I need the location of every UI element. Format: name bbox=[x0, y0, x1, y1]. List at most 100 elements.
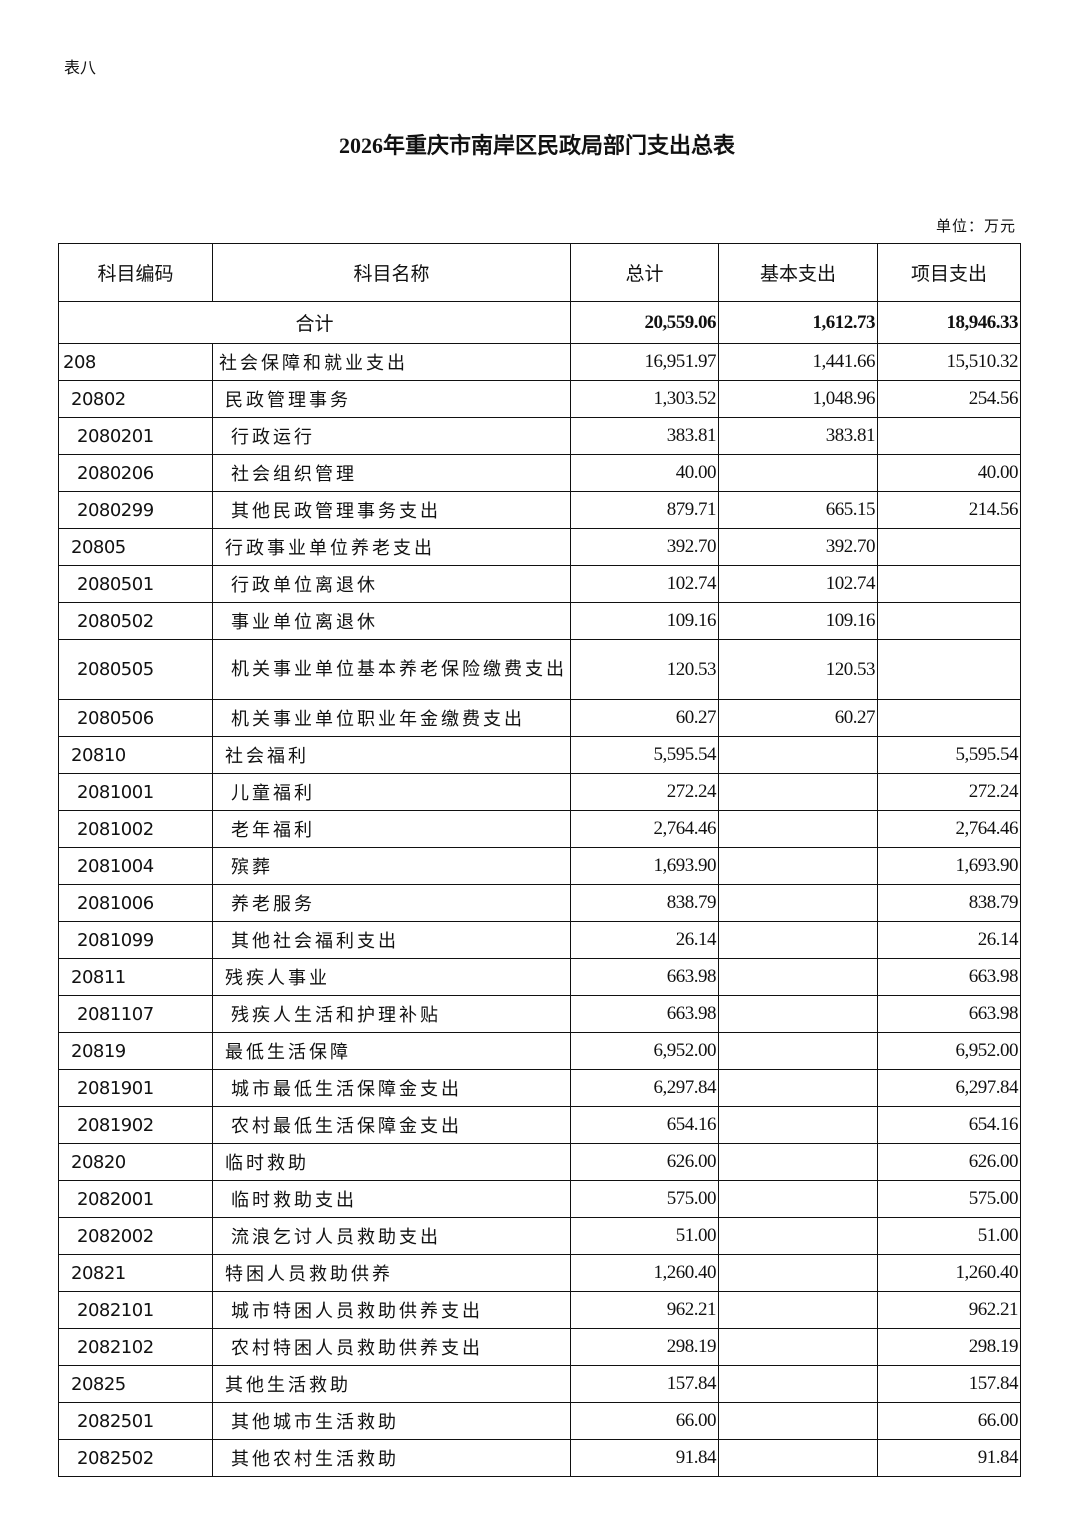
table-row: 2082501 其他城市生活救助 66.00 66.00 bbox=[58, 1402, 1021, 1440]
table-row: 2081001 儿童福利 272.24 272.24 bbox=[58, 773, 1021, 811]
row-total: 51.00 bbox=[570, 1217, 719, 1255]
unit-label: 单位：万元 bbox=[935, 219, 1016, 235]
table-row: 2082002 流浪乞讨人员救助支出 51.00 51.00 bbox=[58, 1217, 1021, 1255]
row-name: 残疾人生活和护理补贴 bbox=[212, 995, 571, 1033]
row-name: 农村特困人员救助供养支出 bbox=[212, 1328, 571, 1366]
row-total: 879.71 bbox=[570, 491, 719, 529]
row-code: 2080206 bbox=[58, 454, 213, 492]
table-row: 2080505 机关事业单位基本养老保险缴费支出 120.53 120.53 bbox=[58, 639, 1021, 700]
row-basic bbox=[718, 773, 878, 811]
row-project bbox=[877, 565, 1021, 603]
row-total: 663.98 bbox=[570, 995, 719, 1033]
row-total: 1,303.52 bbox=[570, 380, 719, 418]
row-total: 109.16 bbox=[570, 602, 719, 640]
row-name: 其他生活救助 bbox=[212, 1365, 571, 1403]
row-basic bbox=[718, 810, 878, 848]
row-name: 城市最低生活保障金支出 bbox=[212, 1069, 571, 1107]
table-row: 20811 残疾人事业 663.98 663.98 bbox=[58, 958, 1021, 996]
row-project: 272.24 bbox=[877, 773, 1021, 811]
row-project bbox=[877, 417, 1021, 455]
row-code: 2082102 bbox=[58, 1328, 213, 1366]
row-name: 行政运行 bbox=[212, 417, 571, 455]
row-basic: 102.74 bbox=[718, 565, 878, 603]
row-name: 其他民政管理事务支出 bbox=[212, 491, 571, 529]
row-basic bbox=[718, 1291, 878, 1329]
table-row: 2082502 其他农村生活救助 91.84 91.84 bbox=[58, 1439, 1021, 1477]
row-code: 2082502 bbox=[58, 1439, 213, 1477]
row-total: 16,951.97 bbox=[570, 343, 719, 381]
row-code: 2080299 bbox=[58, 491, 213, 529]
row-code: 20819 bbox=[58, 1032, 213, 1070]
row-code: 2080506 bbox=[58, 699, 213, 737]
table-row: 2080502 事业单位离退休 109.16 109.16 bbox=[58, 602, 1021, 640]
row-total: 6,297.84 bbox=[570, 1069, 719, 1107]
row-basic bbox=[718, 884, 878, 922]
row-name: 老年福利 bbox=[212, 810, 571, 848]
row-project: 66.00 bbox=[877, 1402, 1021, 1440]
row-project bbox=[877, 602, 1021, 640]
row-total: 626.00 bbox=[570, 1143, 719, 1181]
row-total: 838.79 bbox=[570, 884, 719, 922]
table-row: 20820 临时救助 626.00 626.00 bbox=[58, 1143, 1021, 1181]
row-project: 91.84 bbox=[877, 1439, 1021, 1477]
row-total: 392.70 bbox=[570, 528, 719, 566]
row-code: 20802 bbox=[58, 380, 213, 418]
table-row: 2080206 社会组织管理 40.00 40.00 bbox=[58, 454, 1021, 492]
row-name: 养老服务 bbox=[212, 884, 571, 922]
row-name: 特困人员救助供养 bbox=[212, 1254, 571, 1292]
table-row: 2081901 城市最低生活保障金支出 6,297.84 6,297.84 bbox=[58, 1069, 1021, 1107]
row-basic: 1,048.96 bbox=[718, 380, 878, 418]
row-code: 2082002 bbox=[58, 1217, 213, 1255]
row-total: 91.84 bbox=[570, 1439, 719, 1477]
table-row: 2081107 残疾人生活和护理补贴 663.98 663.98 bbox=[58, 995, 1021, 1033]
header-name: 科目名称 bbox=[212, 243, 571, 302]
row-code: 2082501 bbox=[58, 1402, 213, 1440]
row-code: 2080201 bbox=[58, 417, 213, 455]
row-basic bbox=[718, 1106, 878, 1144]
row-total: 2,764.46 bbox=[570, 810, 719, 848]
row-code: 2081001 bbox=[58, 773, 213, 811]
header-total: 总计 bbox=[570, 243, 719, 302]
row-basic bbox=[718, 1254, 878, 1292]
row-total: 1,260.40 bbox=[570, 1254, 719, 1292]
row-project bbox=[877, 699, 1021, 737]
row-project: 663.98 bbox=[877, 958, 1021, 996]
row-project: 5,595.54 bbox=[877, 736, 1021, 774]
row-basic bbox=[718, 1328, 878, 1366]
row-code: 2080505 bbox=[58, 639, 213, 700]
row-name: 最低生活保障 bbox=[212, 1032, 571, 1070]
row-name: 其他社会福利支出 bbox=[212, 921, 571, 959]
row-basic bbox=[718, 1402, 878, 1440]
row-project: 40.00 bbox=[877, 454, 1021, 492]
row-basic bbox=[718, 847, 878, 885]
row-total: 654.16 bbox=[570, 1106, 719, 1144]
row-basic bbox=[718, 958, 878, 996]
row-basic bbox=[718, 454, 878, 492]
row-total: 120.53 bbox=[570, 639, 719, 700]
row-basic bbox=[718, 921, 878, 959]
row-project: 2,764.46 bbox=[877, 810, 1021, 848]
row-code: 20805 bbox=[58, 528, 213, 566]
row-name: 事业单位离退休 bbox=[212, 602, 571, 640]
row-basic bbox=[718, 1180, 878, 1218]
row-name: 殡葬 bbox=[212, 847, 571, 885]
row-basic bbox=[718, 1439, 878, 1477]
row-total: 26.14 bbox=[570, 921, 719, 959]
row-project: 214.56 bbox=[877, 491, 1021, 529]
row-total: 298.19 bbox=[570, 1328, 719, 1366]
table-row: 20810 社会福利 5,595.54 5,595.54 bbox=[58, 736, 1021, 774]
row-code: 20810 bbox=[58, 736, 213, 774]
table-row: 2080201 行政运行 383.81 383.81 bbox=[58, 417, 1021, 455]
row-name: 农村最低生活保障金支出 bbox=[212, 1106, 571, 1144]
row-basic bbox=[718, 1032, 878, 1070]
row-name: 残疾人事业 bbox=[212, 958, 571, 996]
row-code: 2081107 bbox=[58, 995, 213, 1033]
table-row: 2081006 养老服务 838.79 838.79 bbox=[58, 884, 1021, 922]
row-project: 1,693.90 bbox=[877, 847, 1021, 885]
row-name: 社会保障和就业支出 bbox=[212, 343, 571, 381]
row-code: 20821 bbox=[58, 1254, 213, 1292]
row-name: 其他城市生活救助 bbox=[212, 1402, 571, 1440]
header-basic: 基本支出 bbox=[718, 243, 878, 302]
row-project: 663.98 bbox=[877, 995, 1021, 1033]
row-project: 1,260.40 bbox=[877, 1254, 1021, 1292]
